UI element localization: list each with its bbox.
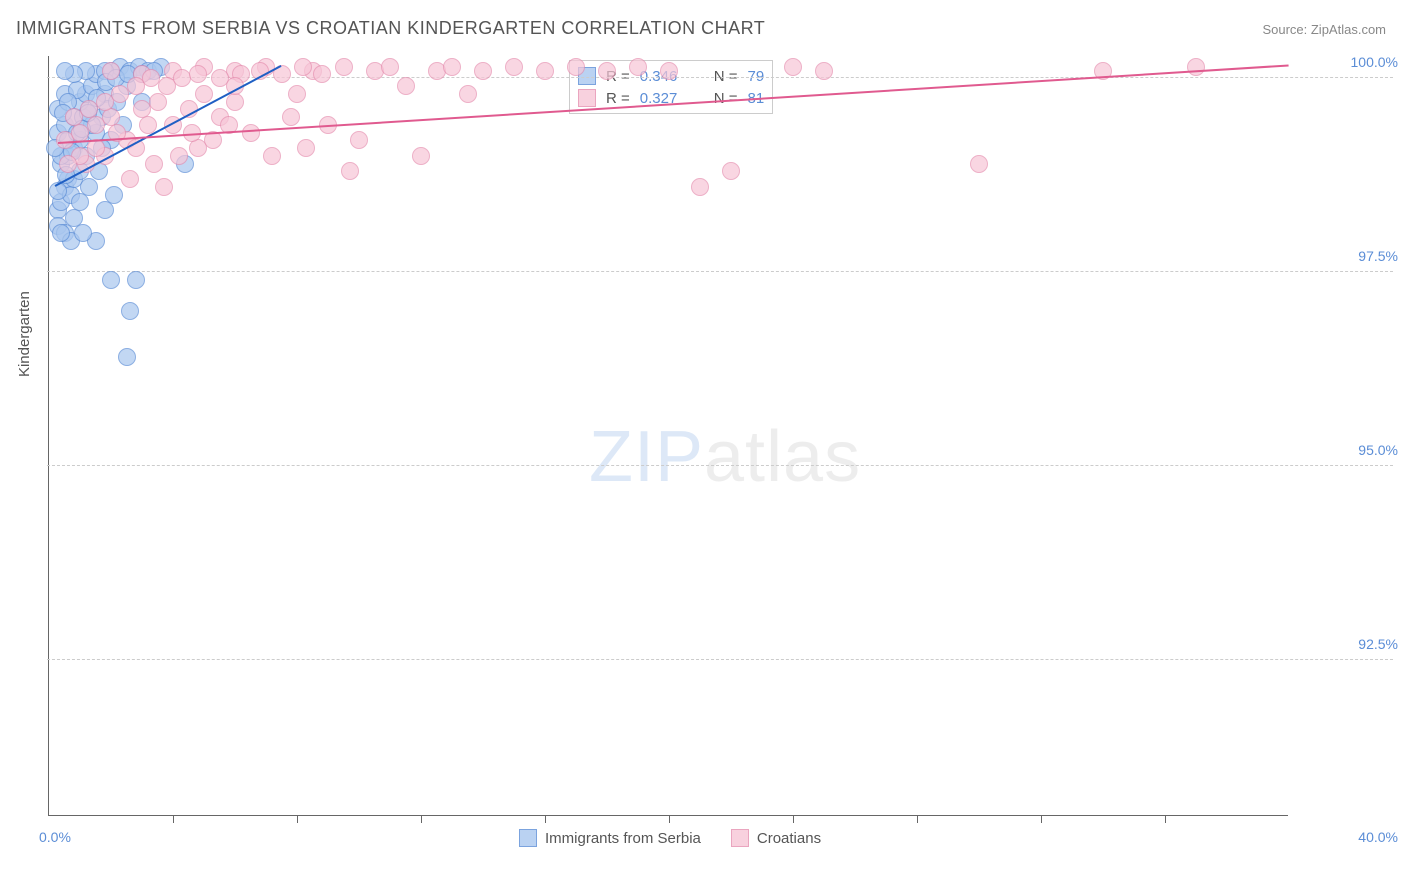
data-point-croatia — [195, 85, 213, 103]
y-axis-label: Kindergarten — [16, 291, 33, 377]
y-tick-label: 95.0% — [1298, 442, 1398, 458]
data-point-croatia — [505, 58, 523, 76]
y-tick-label: 100.0% — [1298, 54, 1398, 70]
data-point-croatia — [313, 65, 331, 83]
legend-label: Croatians — [757, 830, 821, 847]
x-axis-max-label: 40.0% — [1358, 829, 1398, 845]
data-point-serbia — [74, 224, 92, 242]
legend-swatch — [731, 829, 749, 847]
x-tick — [173, 815, 174, 823]
data-point-croatia — [297, 139, 315, 157]
legend-n-label: N = — [714, 90, 738, 107]
watermark-zip: ZIP — [589, 417, 704, 497]
data-point-croatia — [970, 155, 988, 173]
data-point-croatia — [722, 162, 740, 180]
data-point-croatia — [397, 77, 415, 95]
data-point-croatia — [691, 178, 709, 196]
plot-area: ZIPatlas R =0.346N =79R =0.327N =81 Immi… — [48, 56, 1288, 816]
gridline — [47, 659, 1393, 660]
data-point-serbia — [118, 348, 136, 366]
data-point-croatia — [226, 93, 244, 111]
data-point-croatia — [1187, 58, 1205, 76]
legend-swatch — [578, 89, 596, 107]
legend-n-value: 79 — [748, 68, 765, 85]
x-tick — [545, 815, 546, 823]
data-point-croatia — [149, 93, 167, 111]
gridline — [47, 271, 1393, 272]
data-point-croatia — [294, 58, 312, 76]
data-point-croatia — [567, 58, 585, 76]
data-point-serbia — [121, 302, 139, 320]
chart-title: IMMIGRANTS FROM SERBIA VS CROATIAN KINDE… — [16, 18, 765, 39]
data-point-croatia — [263, 147, 281, 165]
y-tick-label: 92.5% — [1298, 636, 1398, 652]
legend-swatch — [519, 829, 537, 847]
data-point-croatia — [155, 178, 173, 196]
legend-n-label: N = — [714, 68, 738, 85]
data-point-croatia — [145, 155, 163, 173]
data-point-croatia — [121, 170, 139, 188]
data-point-serbia — [102, 271, 120, 289]
data-point-serbia — [56, 62, 74, 80]
data-point-croatia — [341, 162, 359, 180]
legend-item: Immigrants from Serbia — [519, 829, 701, 847]
data-point-serbia — [127, 271, 145, 289]
data-point-croatia — [102, 62, 120, 80]
data-point-serbia — [105, 186, 123, 204]
data-point-croatia — [59, 155, 77, 173]
data-point-croatia — [629, 58, 647, 76]
data-point-croatia — [242, 124, 260, 142]
data-point-croatia — [189, 65, 207, 83]
legend-item: Croatians — [731, 829, 821, 847]
x-tick — [669, 815, 670, 823]
x-tick — [421, 815, 422, 823]
data-point-croatia — [598, 62, 616, 80]
legend-r-label: R = — [606, 90, 630, 107]
series-legend: Immigrants from Serbia Croatians — [519, 829, 821, 847]
watermark: ZIPatlas — [589, 416, 861, 498]
x-tick — [297, 815, 298, 823]
data-point-croatia — [282, 108, 300, 126]
x-axis-min-label: 0.0% — [39, 829, 71, 845]
data-point-croatia — [350, 131, 368, 149]
data-point-croatia — [288, 85, 306, 103]
y-tick-label: 97.5% — [1298, 248, 1398, 264]
data-point-croatia — [335, 58, 353, 76]
x-tick — [1165, 815, 1166, 823]
source-label: Source: ZipAtlas.com — [1262, 22, 1386, 37]
data-point-croatia — [536, 62, 554, 80]
x-tick — [793, 815, 794, 823]
data-point-croatia — [170, 147, 188, 165]
data-point-croatia — [381, 58, 399, 76]
data-point-croatia — [459, 85, 477, 103]
x-tick — [1041, 815, 1042, 823]
legend-stat-row-croatia: R =0.327N =81 — [578, 87, 764, 109]
data-point-croatia — [784, 58, 802, 76]
data-point-croatia — [412, 147, 430, 165]
gridline — [47, 465, 1393, 466]
data-point-croatia — [474, 62, 492, 80]
data-point-serbia — [80, 178, 98, 196]
data-point-serbia — [52, 224, 70, 242]
x-tick — [917, 815, 918, 823]
data-point-croatia — [443, 58, 461, 76]
legend-label: Immigrants from Serbia — [545, 830, 701, 847]
watermark-atlas: atlas — [704, 417, 861, 497]
data-point-croatia — [660, 62, 678, 80]
data-point-croatia — [815, 62, 833, 80]
data-point-serbia — [71, 193, 89, 211]
data-point-serbia — [96, 201, 114, 219]
